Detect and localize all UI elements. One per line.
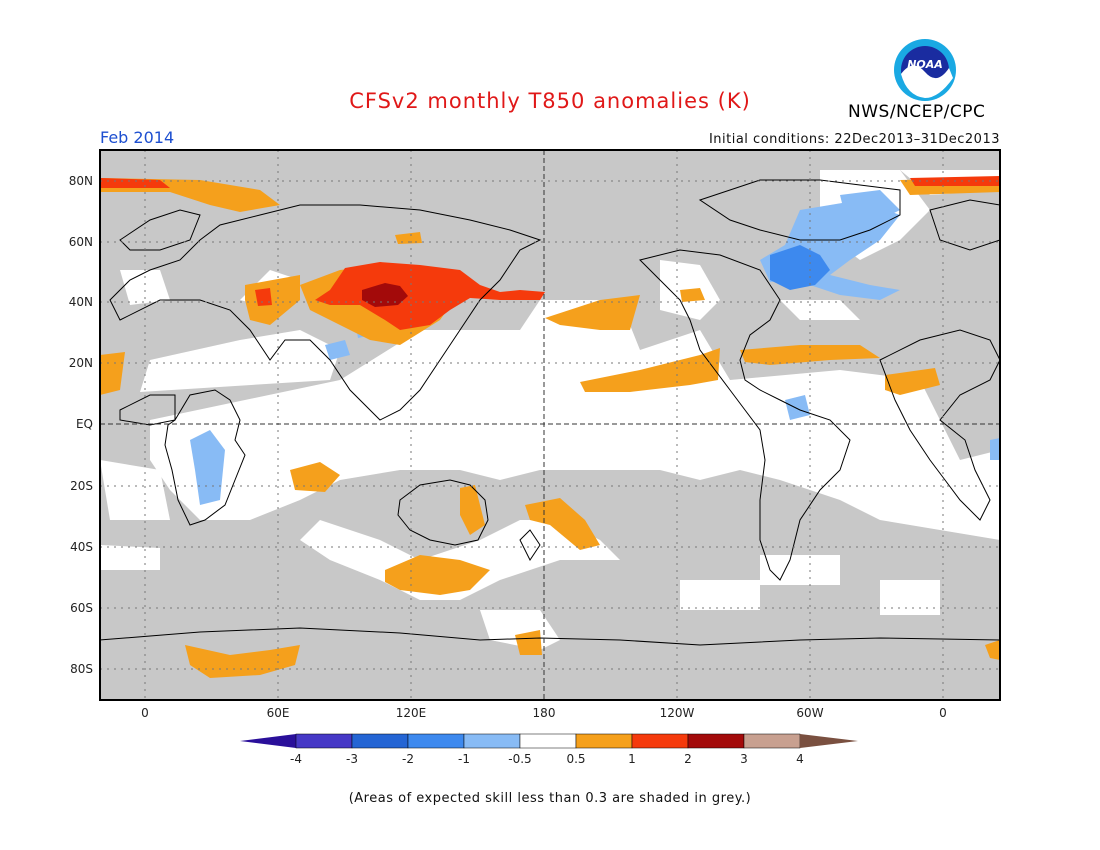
lat-label: 20S xyxy=(70,479,93,493)
colorbar-label: 4 xyxy=(796,752,804,766)
lon-label: 120E xyxy=(396,706,427,720)
lat-label: 60N xyxy=(69,235,93,249)
low-skill-background xyxy=(101,151,1000,699)
colorbar-label: 3 xyxy=(740,752,748,766)
lat-label: 40S xyxy=(70,540,93,554)
colorbar-label: -2 xyxy=(402,752,414,766)
logo-text: NOAA xyxy=(907,58,943,71)
colorbar-arrow-low xyxy=(240,734,296,748)
colorbar-swatch xyxy=(575,733,633,749)
lon-label: 180 xyxy=(533,706,556,720)
colorbar-swatch xyxy=(351,733,409,749)
map-title: CFSv2 monthly T850 anomalies (K) xyxy=(349,89,751,113)
lon-label: 0 xyxy=(939,706,947,720)
lon-label: 60E xyxy=(267,706,290,720)
lat-label: 20N xyxy=(69,356,93,370)
map-frame xyxy=(99,149,1001,701)
lat-label: EQ xyxy=(76,417,93,431)
lat-label: 80S xyxy=(70,662,93,676)
neutral-regions xyxy=(101,170,1000,650)
lon-label: 60W xyxy=(796,706,823,720)
colorbar-swatch xyxy=(463,733,521,749)
colorbar-arrow-high xyxy=(800,734,858,748)
colorbar-label: 2 xyxy=(684,752,692,766)
colorbar-labels: -4 -3 -2 -1 -0.5 0.5 1 2 3 4 xyxy=(290,752,804,766)
colorbar-label: -4 xyxy=(290,752,302,766)
noaa-logo-icon: NOAA xyxy=(894,39,956,101)
colorbar-swatches xyxy=(295,733,801,749)
colorbar-label: -3 xyxy=(346,752,358,766)
colorbar-swatch xyxy=(631,733,689,749)
lat-label: 60S xyxy=(70,601,93,615)
graticule xyxy=(101,151,1000,699)
colorbar-label: 1 xyxy=(628,752,636,766)
colorbar-swatch xyxy=(295,733,353,749)
lon-label: 0 xyxy=(141,706,149,720)
colorbar-label: -0.5 xyxy=(508,752,531,766)
colorbar-swatch xyxy=(687,733,745,749)
latitude-labels: 80N 60N 40N 20N EQ 20S 40S 60S 80S xyxy=(69,174,93,676)
forecast-month-label: Feb 2014 xyxy=(100,128,175,147)
colorbar-swatch xyxy=(407,733,465,749)
colorbar: -4 -3 -2 -1 -0.5 0.5 1 2 3 4 xyxy=(240,733,858,766)
coastlines xyxy=(101,179,1000,646)
lat-label: 80N xyxy=(69,174,93,188)
reference-lines xyxy=(101,151,1000,699)
anomaly-map xyxy=(101,151,1000,699)
lat-label: 40N xyxy=(69,295,93,309)
warm-anomalies-strong xyxy=(362,283,408,307)
agency-label: NWS/NCEP/CPC xyxy=(848,102,986,122)
cool-anomalies xyxy=(190,190,1000,505)
colorbar-label: 0.5 xyxy=(566,752,585,766)
colorbar-label: -1 xyxy=(458,752,470,766)
lon-label: 120W xyxy=(660,706,695,720)
warm-anomalies-weak xyxy=(101,178,1000,678)
warm-anomalies-moderate xyxy=(101,176,1000,330)
colorbar-swatch xyxy=(519,733,577,749)
colorbar-swatch xyxy=(743,733,801,749)
skill-footnote: (Areas of expected skill less than 0.3 a… xyxy=(348,791,752,806)
initial-conditions-label: Initial conditions: 22Dec2013–31Dec2013 xyxy=(708,132,1000,147)
longitude-labels: 0 60E 120E 180 120W 60W 0 xyxy=(141,706,947,720)
